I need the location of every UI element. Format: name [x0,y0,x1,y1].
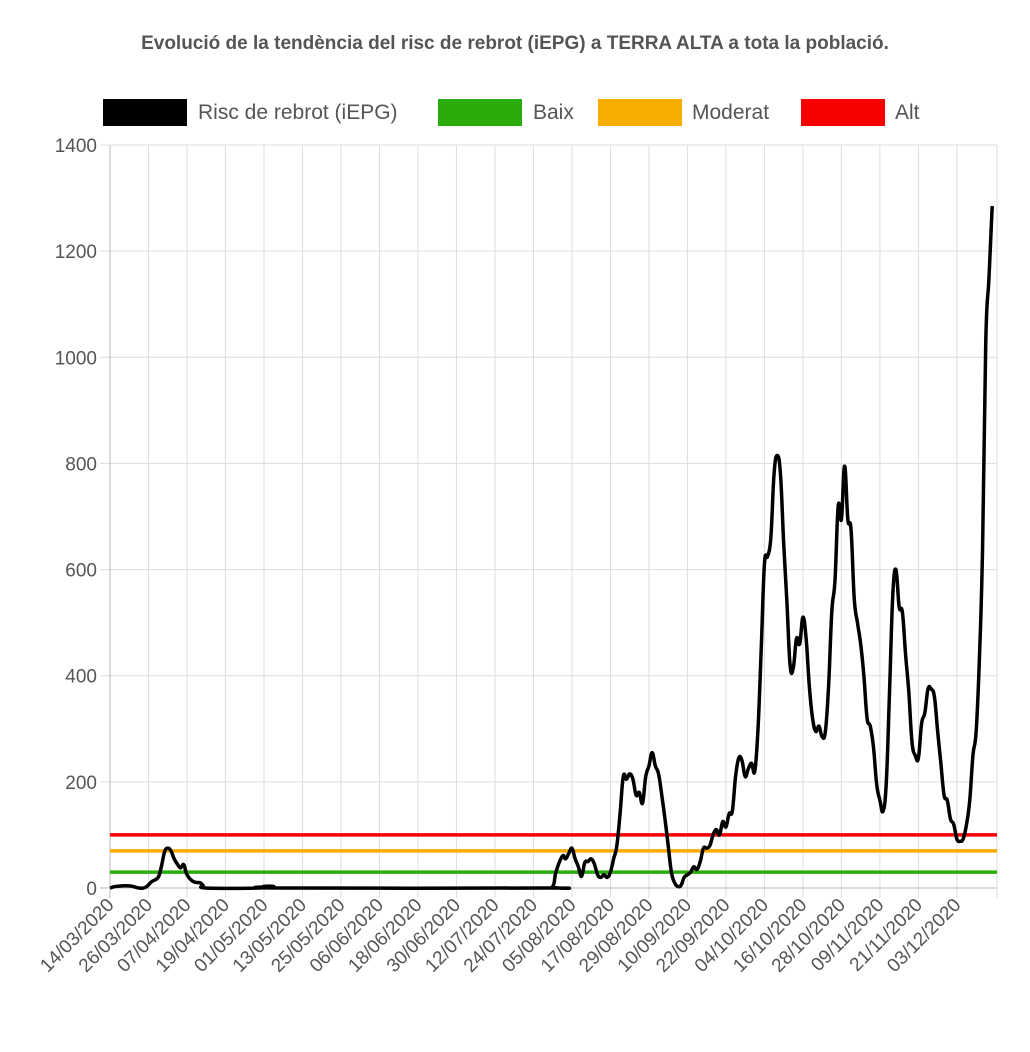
legend-swatch [801,99,885,126]
chart-title: Evolució de la tendència del risc de reb… [141,33,889,54]
legend-label: Moderat [692,101,769,124]
grid-layer [100,144,998,898]
legend-item[interactable]: Alt [801,99,920,126]
legend-item[interactable]: Risc de rebrot (iEPG) [103,99,398,126]
legend-label: Baix [533,101,574,124]
legend-swatch [103,99,187,126]
y-tick-label: 1000 [55,348,97,369]
legend-label: Risc de rebrot (iEPG) [198,101,398,124]
y-tick-label: 800 [65,454,97,475]
series-line-iepg [109,205,994,891]
y-tick-label: 1200 [55,242,97,263]
y-tick-label: 0 [86,879,97,900]
y-tick-label: 600 [65,561,97,582]
legend-label: Alt [895,101,920,124]
y-tick-label: 1400 [55,136,97,157]
series-layer [109,205,997,891]
legend-item[interactable]: Baix [438,99,574,126]
legend-item[interactable]: Moderat [598,99,769,126]
y-tick-label: 200 [65,773,97,794]
y-tick-label: 400 [65,667,97,688]
legend-swatch [438,99,522,126]
legend[interactable]: Risc de rebrot (iEPG) Baix Moderat Alt [103,99,920,126]
legend-swatch [598,99,682,126]
